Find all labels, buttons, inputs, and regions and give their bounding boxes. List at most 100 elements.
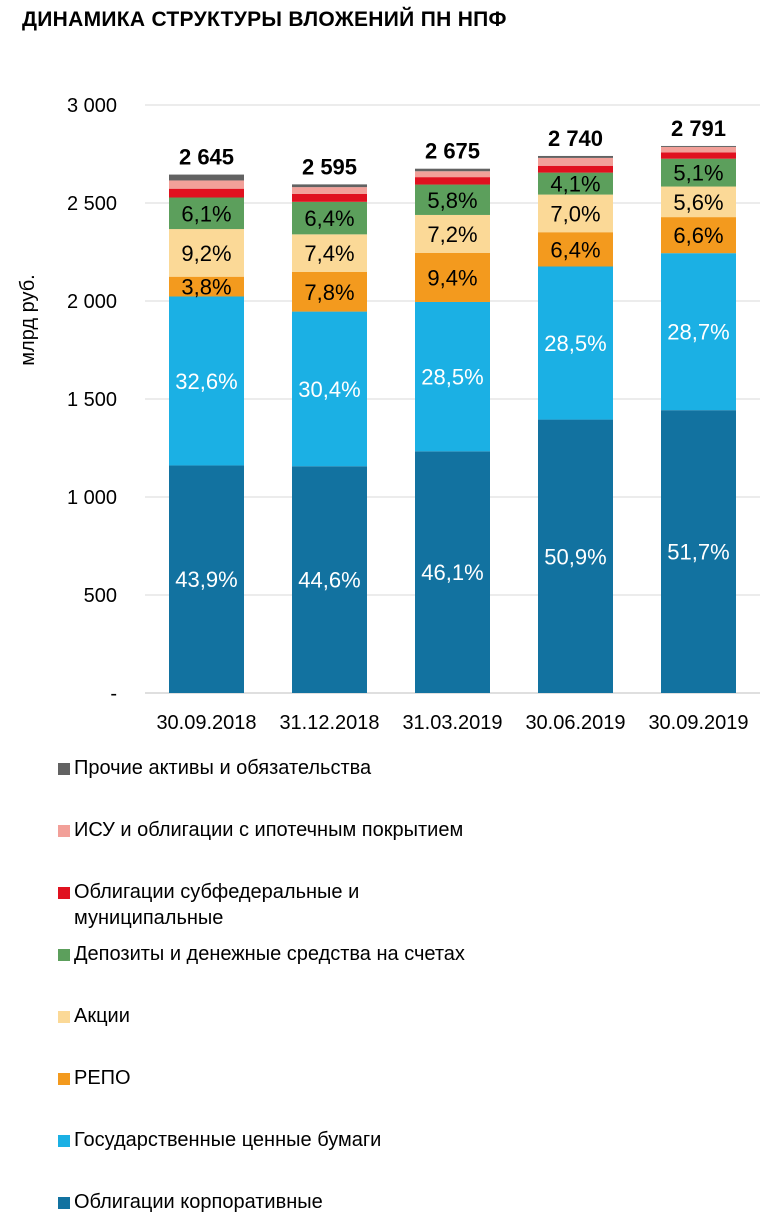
bar-segment [661,410,736,693]
bar-segment [169,276,244,297]
data-label: 4,1% [550,172,600,197]
bar-segment [169,197,244,230]
data-label: 5,8% [427,188,477,213]
total-label: 2 595 [302,154,357,179]
legend-swatch [58,763,70,775]
data-label: 44,6% [298,568,360,593]
bar-segment [661,186,736,218]
legend-label: Государственные ценные бумаги [74,1129,382,1151]
legend-swatch [58,887,70,899]
data-label: 28,5% [421,365,483,390]
legend-swatch [58,1135,70,1147]
data-label: 43,9% [175,567,237,592]
bar-segment [292,184,367,188]
bar-segment [415,301,490,452]
data-label: 7,0% [550,201,600,226]
bar-segment [415,252,490,302]
data-label: 6,6% [673,223,723,248]
y-tick-label: 2 000 [67,291,117,313]
data-label: 6,4% [304,206,354,231]
bar-segment [415,177,490,185]
bar-segment [661,152,736,159]
data-label: 7,8% [304,280,354,305]
data-label: 9,2% [181,241,231,266]
bar-segment [292,466,367,693]
bar-segment [292,193,367,202]
bar-segment [661,158,736,187]
legend-label: Депозиты и денежные средства на счетах [74,943,465,965]
bar-segment [661,145,736,147]
y-axis-label: млрд руб. [17,274,39,365]
bars: 43,9% 32,6% 3,8% 9,2% 6,1% 2 645 44,6% 30,4% 7,8… [169,116,736,693]
bar-segment [292,187,367,194]
legend-label: Прочие активы и обязательства [74,757,372,779]
bar-segment [169,465,244,693]
bar-segment [415,214,490,253]
legend-label: ИСУ и облигации с ипотечным покрытием [74,819,464,841]
bar-segment [292,234,367,272]
x-tick-label: 30.06.2019 [525,712,625,734]
bar-segment [661,146,736,153]
bar-segment [169,296,244,466]
y-tick-label: 2 500 [67,193,117,215]
bar-segment [292,201,367,235]
bar-segment [415,168,490,172]
data-label: 46,1% [421,560,483,585]
bar-segment [415,184,490,215]
bar-segment [292,311,367,467]
data-label: 7,2% [427,222,477,247]
y-tick-label: 3 000 [67,95,117,117]
legend-swatch [58,1011,70,1023]
y-axis: - 500 1 000 1 500 2 000 2 500 3 000 [67,95,117,705]
bar-segment [661,253,736,411]
x-axis: 30.09.2018 31.12.2018 31.03.2019 30.06.2019… [156,712,748,734]
bar-segment [538,165,613,173]
data-label: 5,6% [673,190,723,215]
bar-segment [538,194,613,233]
bar-segment [538,419,613,693]
x-tick-label: 30.09.2019 [648,712,748,734]
bar-segment [415,171,490,178]
bar-segment [292,271,367,312]
bar-segment [169,174,244,181]
data-label: 50,9% [544,544,606,569]
data-label: 5,1% [673,161,723,186]
legend-label: Акции [74,1005,130,1027]
data-label: 3,8% [181,275,231,300]
bar-segment [538,232,613,267]
bar-segment [538,266,613,420]
bar-segment [661,217,736,254]
data-label: 6,4% [550,237,600,262]
x-tick-label: 31.12.2018 [279,712,379,734]
total-label: 2 740 [548,126,603,151]
legend-label: Облигации корпоративные [74,1191,323,1213]
total-label: 2 791 [671,116,726,141]
data-label: 30,4% [298,377,360,402]
data-label: 28,7% [667,320,729,345]
bar-segment [538,157,613,166]
bar-segment [415,451,490,693]
data-label: 32,6% [175,369,237,394]
total-label: 2 645 [179,145,234,170]
data-label: 6,1% [181,201,231,226]
bar-segment [538,155,613,158]
data-label: 28,5% [544,331,606,356]
chart-title: ДИНАМИКА СТРУКТУРЫ ВЛОЖЕНИЙ ПН НПФ [22,8,507,31]
legend-swatch [58,825,70,837]
y-tick-label: 1 500 [67,389,117,411]
data-label: 9,4% [427,265,477,290]
data-label: 7,4% [304,241,354,266]
y-tick-label: 1 000 [67,487,117,509]
legend-label: Облигации субфедеральные и муниципальные [74,881,360,929]
legend-swatch [58,949,70,961]
total-label: 2 675 [425,139,480,164]
x-tick-label: 31.03.2019 [402,712,502,734]
data-label: 51,7% [667,540,729,565]
x-tick-label: 30.09.2018 [156,712,256,734]
bar-segment [169,229,244,277]
bar-segment [538,172,613,195]
legend-label: РЕПО [74,1067,131,1089]
legend-swatch [58,1197,70,1209]
y-tick-label: 500 [84,585,117,607]
